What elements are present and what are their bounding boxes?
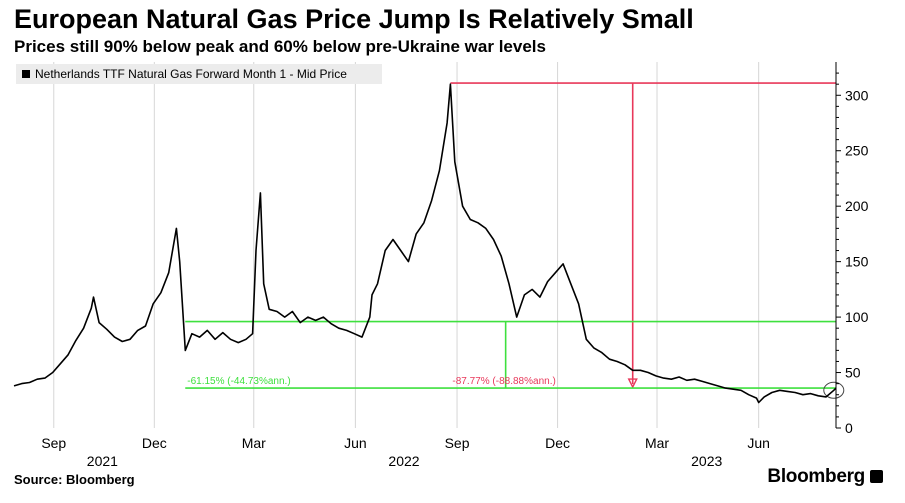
x-tick-label: Mar — [645, 435, 669, 451]
x-tick-label: Jun — [747, 435, 770, 451]
bloomberg-square-icon — [870, 470, 883, 483]
legend-label: Netherlands TTF Natural Gas Forward Mont… — [35, 67, 347, 81]
y-tick-label: 250 — [845, 143, 869, 159]
y-tick-label: 0 — [845, 420, 853, 436]
axes: Sep Dec Mar Jun Sep Dec Mar Jun 2021 2022 2023 0 50 1… — [41, 62, 869, 469]
brand-text: Bloomberg — [767, 466, 865, 487]
series — [13, 83, 837, 404]
latest-value-circle — [823, 381, 845, 399]
legend-box — [16, 64, 382, 84]
annotations: -61.15% (-44.73%ann.) -87.77% (-88.88%ann… — [185, 82, 845, 399]
x-year-label: 2022 — [388, 453, 419, 469]
x-year-label: 2021 — [87, 453, 118, 469]
chart-subtitle: Prices still 90% below peak and 60% belo… — [14, 37, 546, 56]
y-tick-label: 150 — [845, 254, 869, 270]
x-tick-label: Sep — [445, 435, 470, 451]
bloomberg-logo: Bloomberg — [767, 466, 883, 488]
y-tick-label: 100 — [845, 309, 869, 325]
x-year-label: 2023 — [691, 453, 722, 469]
legend-swatch — [22, 70, 30, 78]
x-tick-label: Dec — [142, 435, 167, 451]
x-tick-label: Dec — [545, 435, 570, 451]
y-tick-label: 300 — [845, 87, 869, 103]
source-note: Source: Bloomberg — [14, 472, 135, 487]
x-tick-label: Mar — [242, 435, 266, 451]
y-tick-label: 200 — [845, 198, 869, 214]
grid-lines — [53, 62, 760, 428]
change-label: -61.15% (-44.73%ann.) — [187, 376, 290, 387]
x-tick-label: Jun — [344, 435, 367, 451]
change-label: -87.77% (-88.88%ann.) — [452, 376, 555, 387]
peak-drop-arrowhead — [627, 378, 638, 389]
x-tick-label: Sep — [41, 435, 66, 451]
y-tick-label: 50 — [845, 365, 861, 381]
chart-title: European Natural Gas Price Jump Is Relat… — [14, 4, 694, 34]
legend: Netherlands TTF Natural Gas Forward Mont… — [16, 64, 382, 84]
ttf-price-line — [13, 83, 837, 404]
